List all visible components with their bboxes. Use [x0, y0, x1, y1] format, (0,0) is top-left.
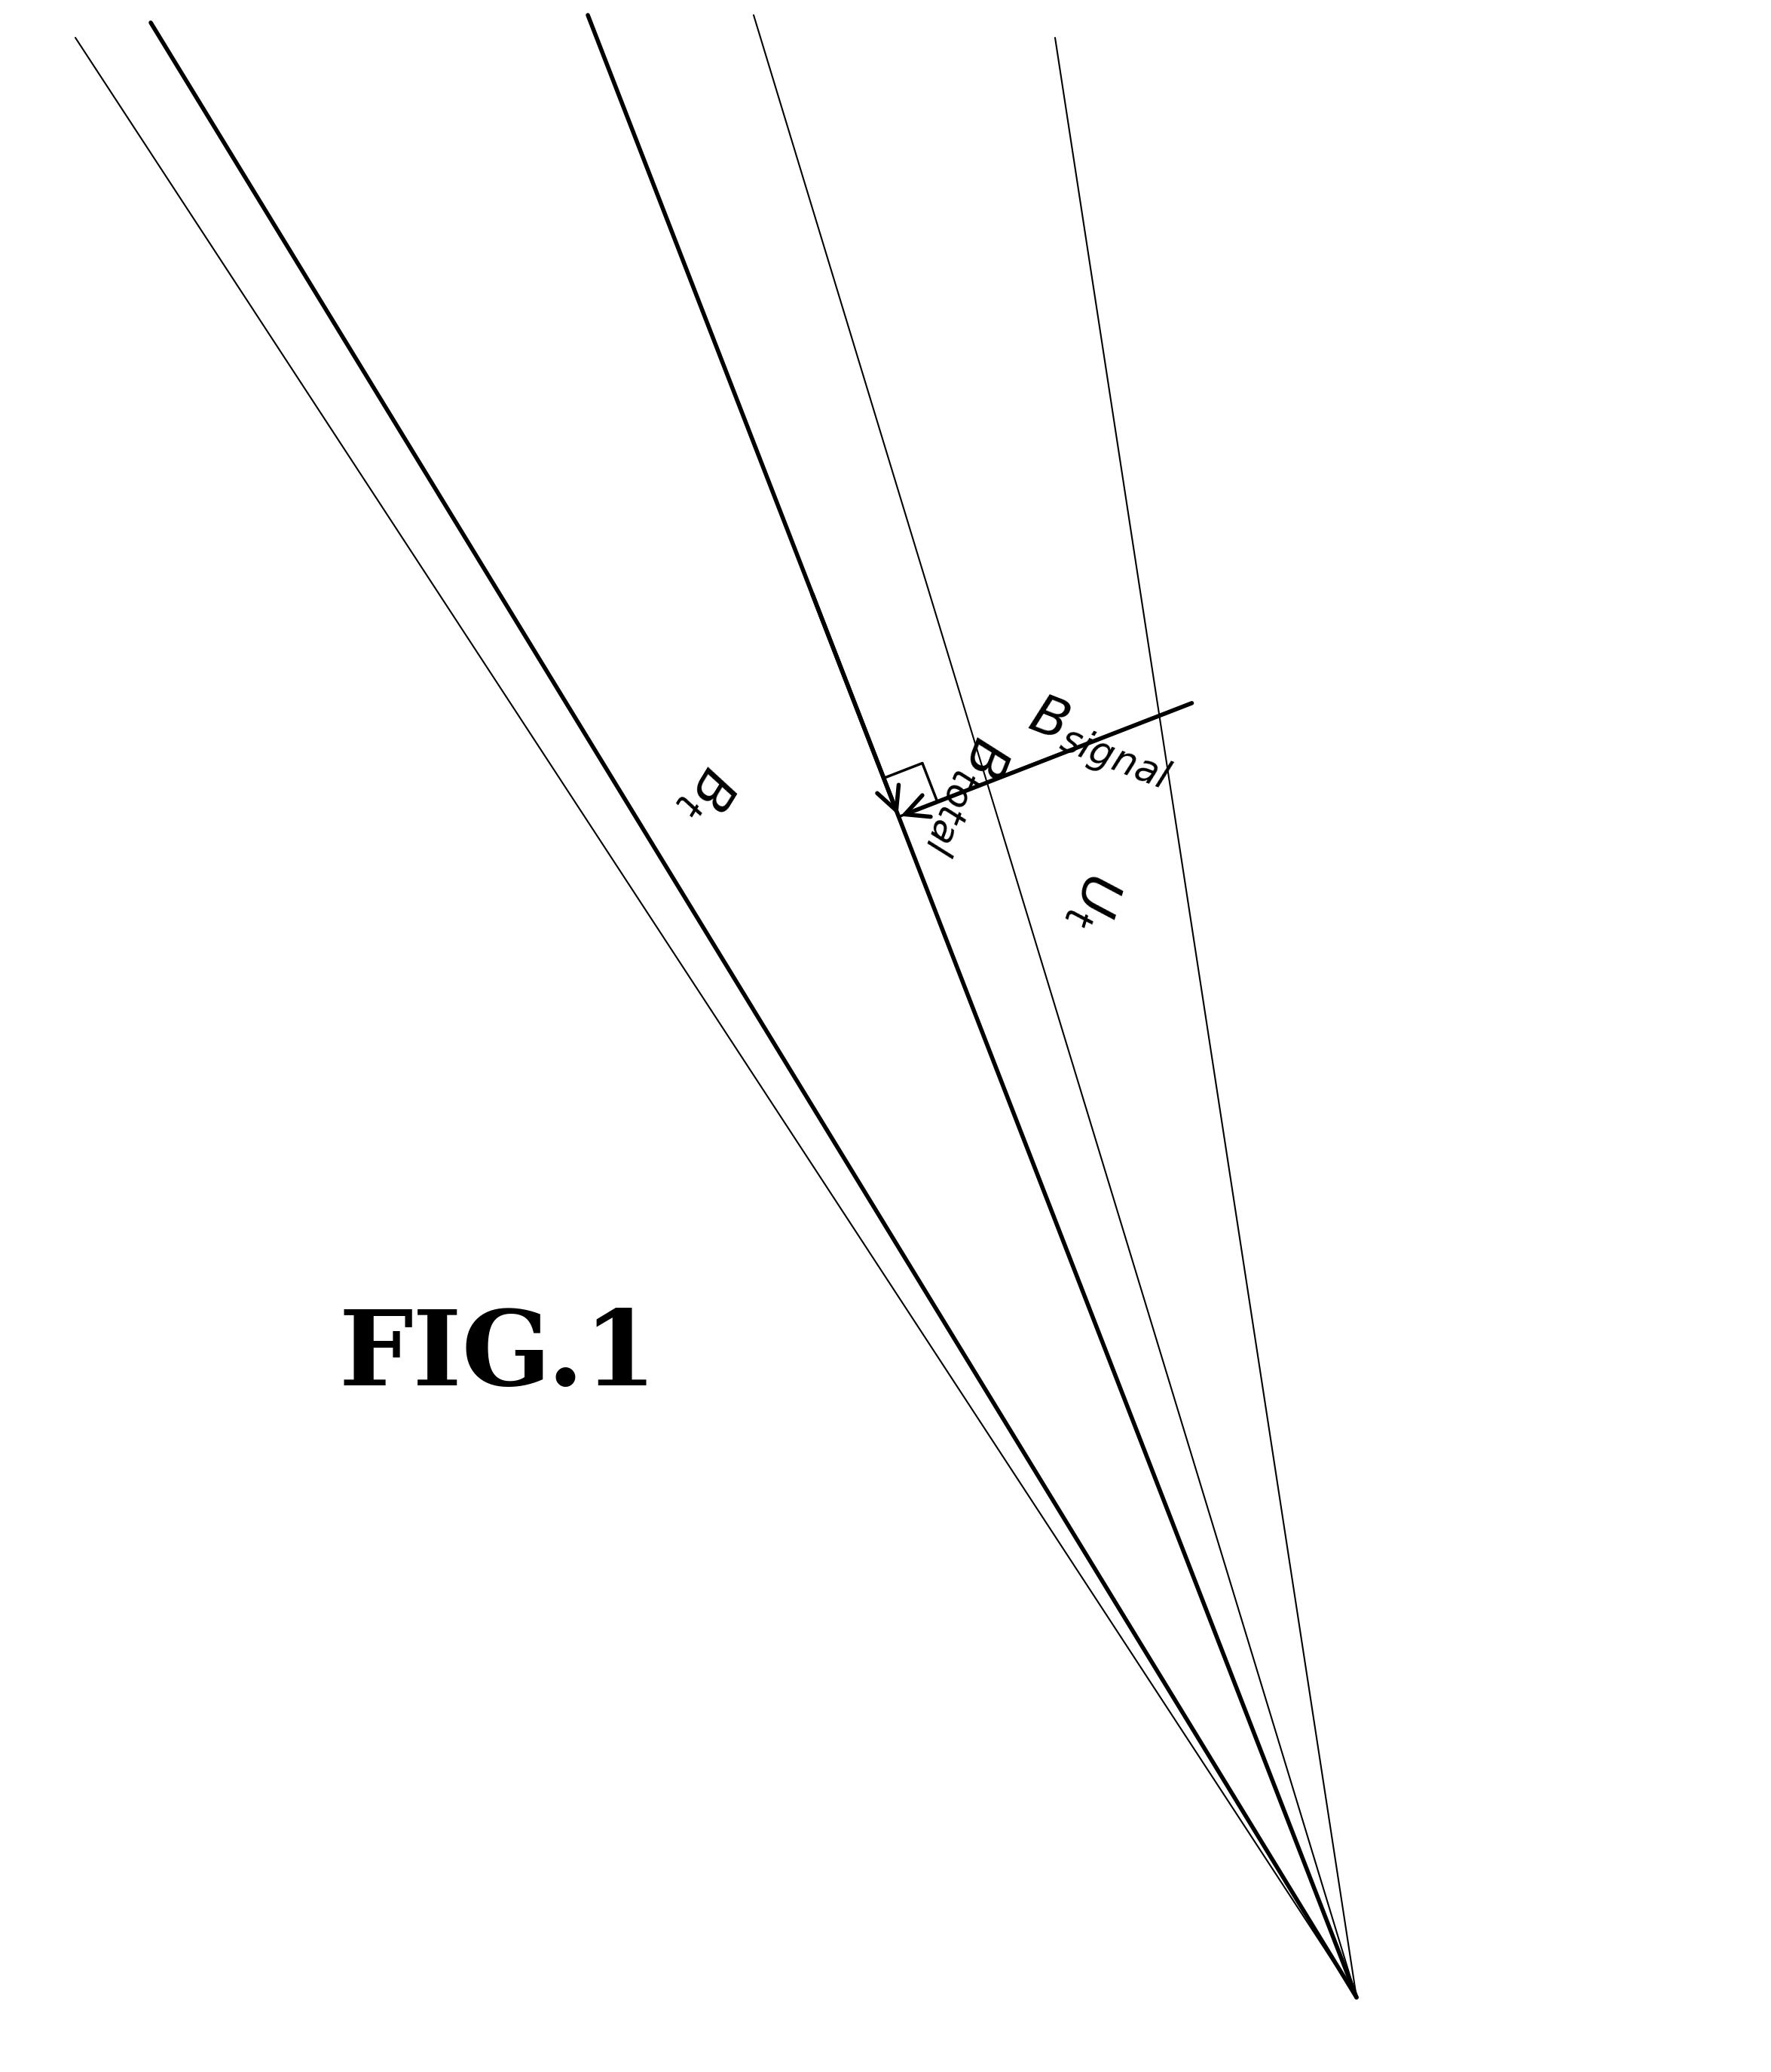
Text: $B_t$: $B_t$ — [669, 758, 744, 831]
Text: $U_t$: $U_t$ — [1059, 866, 1126, 937]
Text: FIG.1: FIG.1 — [338, 1305, 657, 1407]
Text: $B_{total}$: $B_{total}$ — [921, 729, 1017, 866]
Text: $B_{signal}$: $B_{signal}$ — [1018, 690, 1181, 800]
